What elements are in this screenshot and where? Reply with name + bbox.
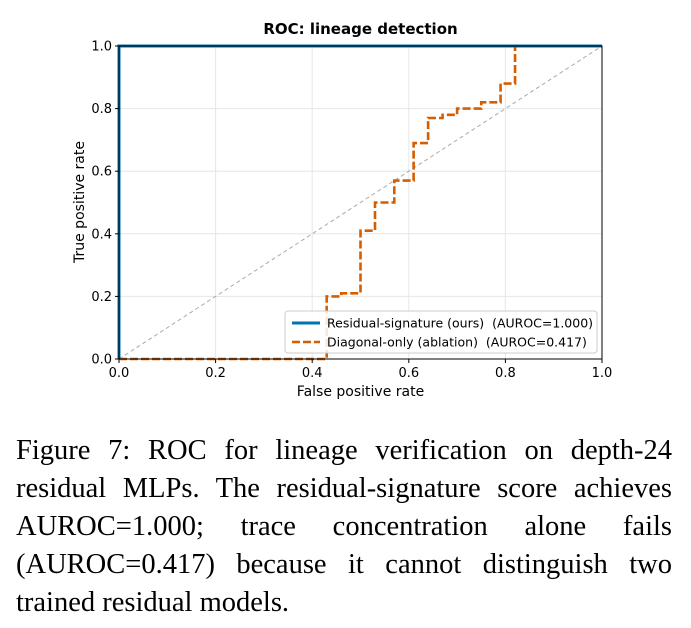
y-tick-label: 0.2 [91, 290, 112, 305]
x-tick-label: 0.4 [302, 366, 323, 381]
diagonal-only-roc-line [119, 44, 602, 361]
x-tick-label: 1.0 [592, 366, 613, 381]
axis-ticks: 0.0 0.2 0.4 0.6 0.8 1.0 0.0 0.2 0.4 0.6 0.8 1.0 [91, 40, 612, 382]
figure-caption: Figure 7: ROC for lineage verification o… [16, 435, 672, 618]
y-tick-label: 0.6 [91, 165, 112, 180]
chart-title: ROC: lineage detection [263, 20, 457, 38]
y-tick-label: 0.0 [91, 353, 112, 368]
plot-frame [118, 45, 603, 360]
x-axis-label: False positive rate [297, 384, 424, 400]
y-tick-label: 0.4 [91, 227, 112, 242]
legend: Residual-signature (ours) (AUROC=1.000) … [284, 310, 598, 354]
legend-label-residual: Residual-signature (ours) (AUROC=1.000) [327, 316, 593, 331]
x-tick-label: 0.8 [495, 366, 516, 381]
x-tick-label: 0.2 [205, 366, 226, 381]
y-axis-label: True positive rate [72, 141, 88, 264]
x-tick-label: 0.6 [398, 366, 419, 381]
legend-label-diagonal: Diagonal-only (ablation) (AUROC=0.417) [327, 335, 587, 350]
y-tick-label: 1.0 [91, 40, 112, 55]
x-tick-label: 0.0 [109, 366, 130, 381]
chance-diagonal-line [118, 45, 603, 360]
roc-chart: ROC: lineage detection 0.0 0.2 0.4 0.6 0.8 1.… [72, 20, 612, 400]
y-tick-label: 0.8 [91, 102, 112, 117]
legend-box [284, 310, 598, 354]
